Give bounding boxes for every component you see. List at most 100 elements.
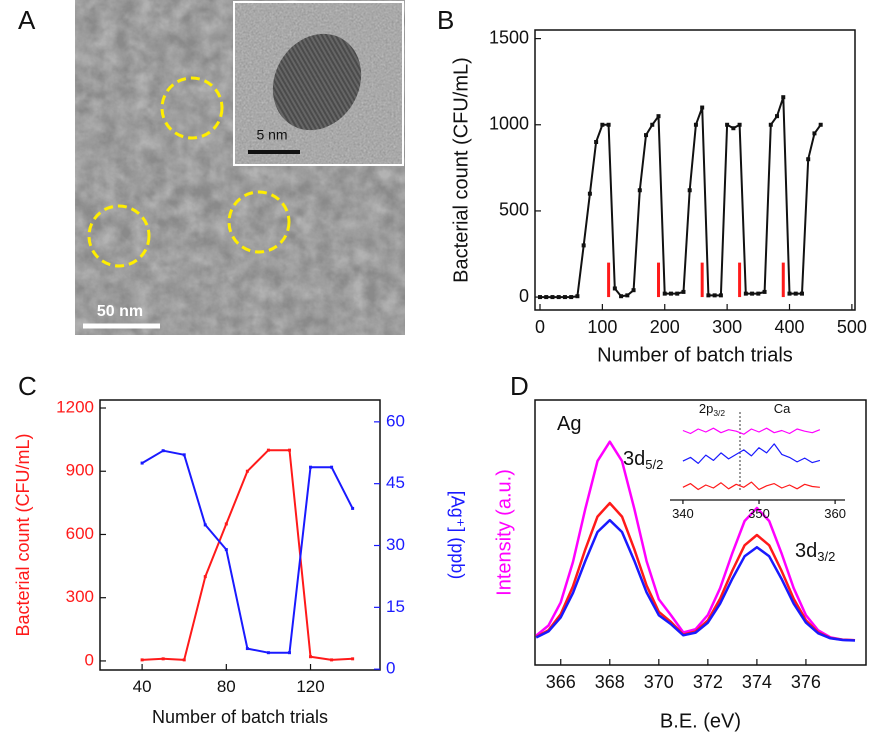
x-tick-label: 80 [217, 677, 236, 696]
chart-panel: 340 350 360 2p3/2 Ca [670, 401, 846, 521]
x-tick-label: 0 [535, 317, 545, 337]
y-tick-label: 300 [66, 587, 94, 606]
annotation-text: 2p [699, 401, 713, 416]
y2-tick-label: 60 [386, 411, 405, 430]
data-point [631, 288, 636, 293]
data-point [140, 461, 144, 465]
y-axis-title: Bacterial count (CFU/mL) [13, 433, 33, 636]
y2-axis-title: [Ag⁺] (ppb) [447, 491, 467, 580]
data-line [535, 518, 856, 642]
batch-marker [781, 262, 785, 298]
data-point [351, 657, 355, 661]
x-tick-label: 350 [748, 506, 770, 521]
data-point [712, 293, 717, 298]
y-tick-label: 600 [66, 524, 94, 543]
data-point [812, 131, 817, 136]
y-axis-title: Bacterial count (CFU/mL) [450, 57, 472, 283]
annotation: Ca [774, 401, 791, 416]
nanoparticle [272, 33, 362, 131]
data-point [718, 293, 723, 298]
data-point [287, 651, 291, 655]
data-point [587, 191, 592, 196]
data-point [569, 295, 574, 300]
x-tick-label: 374 [742, 672, 772, 692]
data-line [540, 96, 822, 299]
plot-frame [99, 399, 381, 671]
x-axis-title: Number of batch trials [597, 344, 793, 366]
data-point [575, 294, 580, 299]
y2-tick-label: 30 [386, 535, 405, 554]
data-point [681, 289, 686, 294]
plot-frame [534, 29, 856, 311]
y-tick-label: 0 [85, 650, 94, 669]
data-point [330, 465, 334, 469]
annotation-subscript: 3/2 [817, 549, 835, 564]
data-point [706, 293, 711, 298]
y-tick-label: 900 [66, 461, 94, 480]
data-point [182, 658, 186, 662]
panel-label: D [510, 371, 529, 401]
annotation-text: 3d [623, 448, 645, 470]
data-point [693, 122, 698, 127]
x-tick-label: 376 [791, 672, 821, 692]
data-point [203, 523, 207, 527]
y2-tick-label: 15 [386, 597, 405, 616]
y2-tick-label: 45 [386, 473, 405, 492]
scale-label: 50 nm [97, 303, 143, 320]
data-point [768, 122, 773, 127]
data-point [245, 469, 249, 473]
data-point [644, 133, 649, 138]
data-point [662, 291, 667, 296]
data-point [799, 291, 804, 296]
annotation-text: Ca [774, 401, 791, 416]
data-point [224, 522, 228, 526]
x-tick-label: 366 [546, 672, 576, 692]
data-line [141, 449, 354, 654]
x-tick-label: 40 [133, 677, 152, 696]
highlight-circle [227, 190, 291, 254]
annotation: 3d5/2 [623, 448, 663, 472]
micrograph-panel: A 5 nm 50 nm [18, 0, 405, 335]
data-point [675, 291, 680, 296]
data-point [140, 658, 144, 662]
x-tick-label: 120 [296, 677, 324, 696]
x-axis-title: B.E. (eV) [660, 710, 741, 732]
data-line [682, 427, 821, 435]
data-point [668, 291, 673, 296]
scale-label: 5 nm [256, 127, 287, 143]
data-point [700, 105, 705, 110]
data-point [818, 122, 823, 127]
data-point [731, 126, 736, 131]
annotation: Ag [557, 413, 581, 435]
data-point [756, 291, 761, 296]
data-point [581, 243, 586, 248]
x-tick-label: 368 [595, 672, 625, 692]
data-point [556, 295, 561, 300]
annotation: 2p3/2 [699, 401, 726, 418]
data-line [142, 449, 353, 661]
x-tick-label: 500 [837, 317, 867, 337]
data-point [224, 548, 228, 552]
x-tick-label: 372 [693, 672, 723, 692]
data-point [161, 449, 165, 453]
y2-tick-label: 0 [386, 659, 395, 678]
data-point [266, 448, 270, 452]
data-point [687, 188, 692, 193]
data-point [161, 657, 165, 661]
data-line [535, 440, 856, 642]
data-point [245, 647, 249, 651]
data-point [625, 293, 630, 298]
data-point [266, 651, 270, 655]
data-point [594, 140, 599, 144]
data-point [619, 294, 624, 299]
batch-marker [738, 262, 742, 298]
data-point [562, 295, 567, 300]
data-point [806, 157, 811, 162]
x-tick-label: 200 [650, 317, 680, 337]
annotation-subscript: 3/2 [713, 408, 725, 418]
data-line [682, 481, 820, 491]
batch-marker [607, 262, 611, 298]
annotation-subscript: 5/2 [645, 457, 663, 472]
